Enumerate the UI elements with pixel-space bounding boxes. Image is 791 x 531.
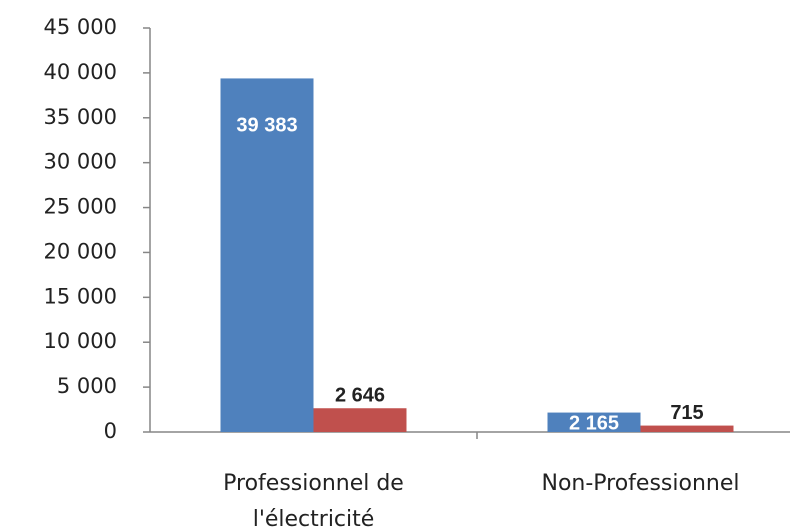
bar [547, 412, 641, 432]
y-tick-label: 15 000 [44, 284, 117, 308]
y-tick-label: 35 000 [44, 105, 117, 129]
y-tick-label: 20 000 [44, 239, 117, 263]
y-tick-label: 0 [104, 419, 117, 443]
x-tick-label: Professionnel de l'électricité [223, 471, 404, 531]
bar [313, 408, 407, 432]
y-tick-label: 5 000 [57, 374, 117, 398]
bar [220, 78, 314, 433]
value-label: 2 165 [569, 412, 619, 434]
y-tick-label: 45 000 [44, 15, 117, 39]
value-label: 2 646 [335, 385, 385, 407]
y-tick-label: 25 000 [44, 195, 117, 219]
y-tick-label: 30 000 [44, 150, 117, 174]
y-tick-label: 10 000 [44, 329, 117, 353]
bar [640, 425, 734, 432]
y-tick-label: 40 000 [44, 60, 117, 84]
value-label: 715 [670, 402, 703, 424]
x-tick-label: Non-Professionnel [541, 471, 740, 496]
value-label: 39 383 [236, 115, 297, 137]
